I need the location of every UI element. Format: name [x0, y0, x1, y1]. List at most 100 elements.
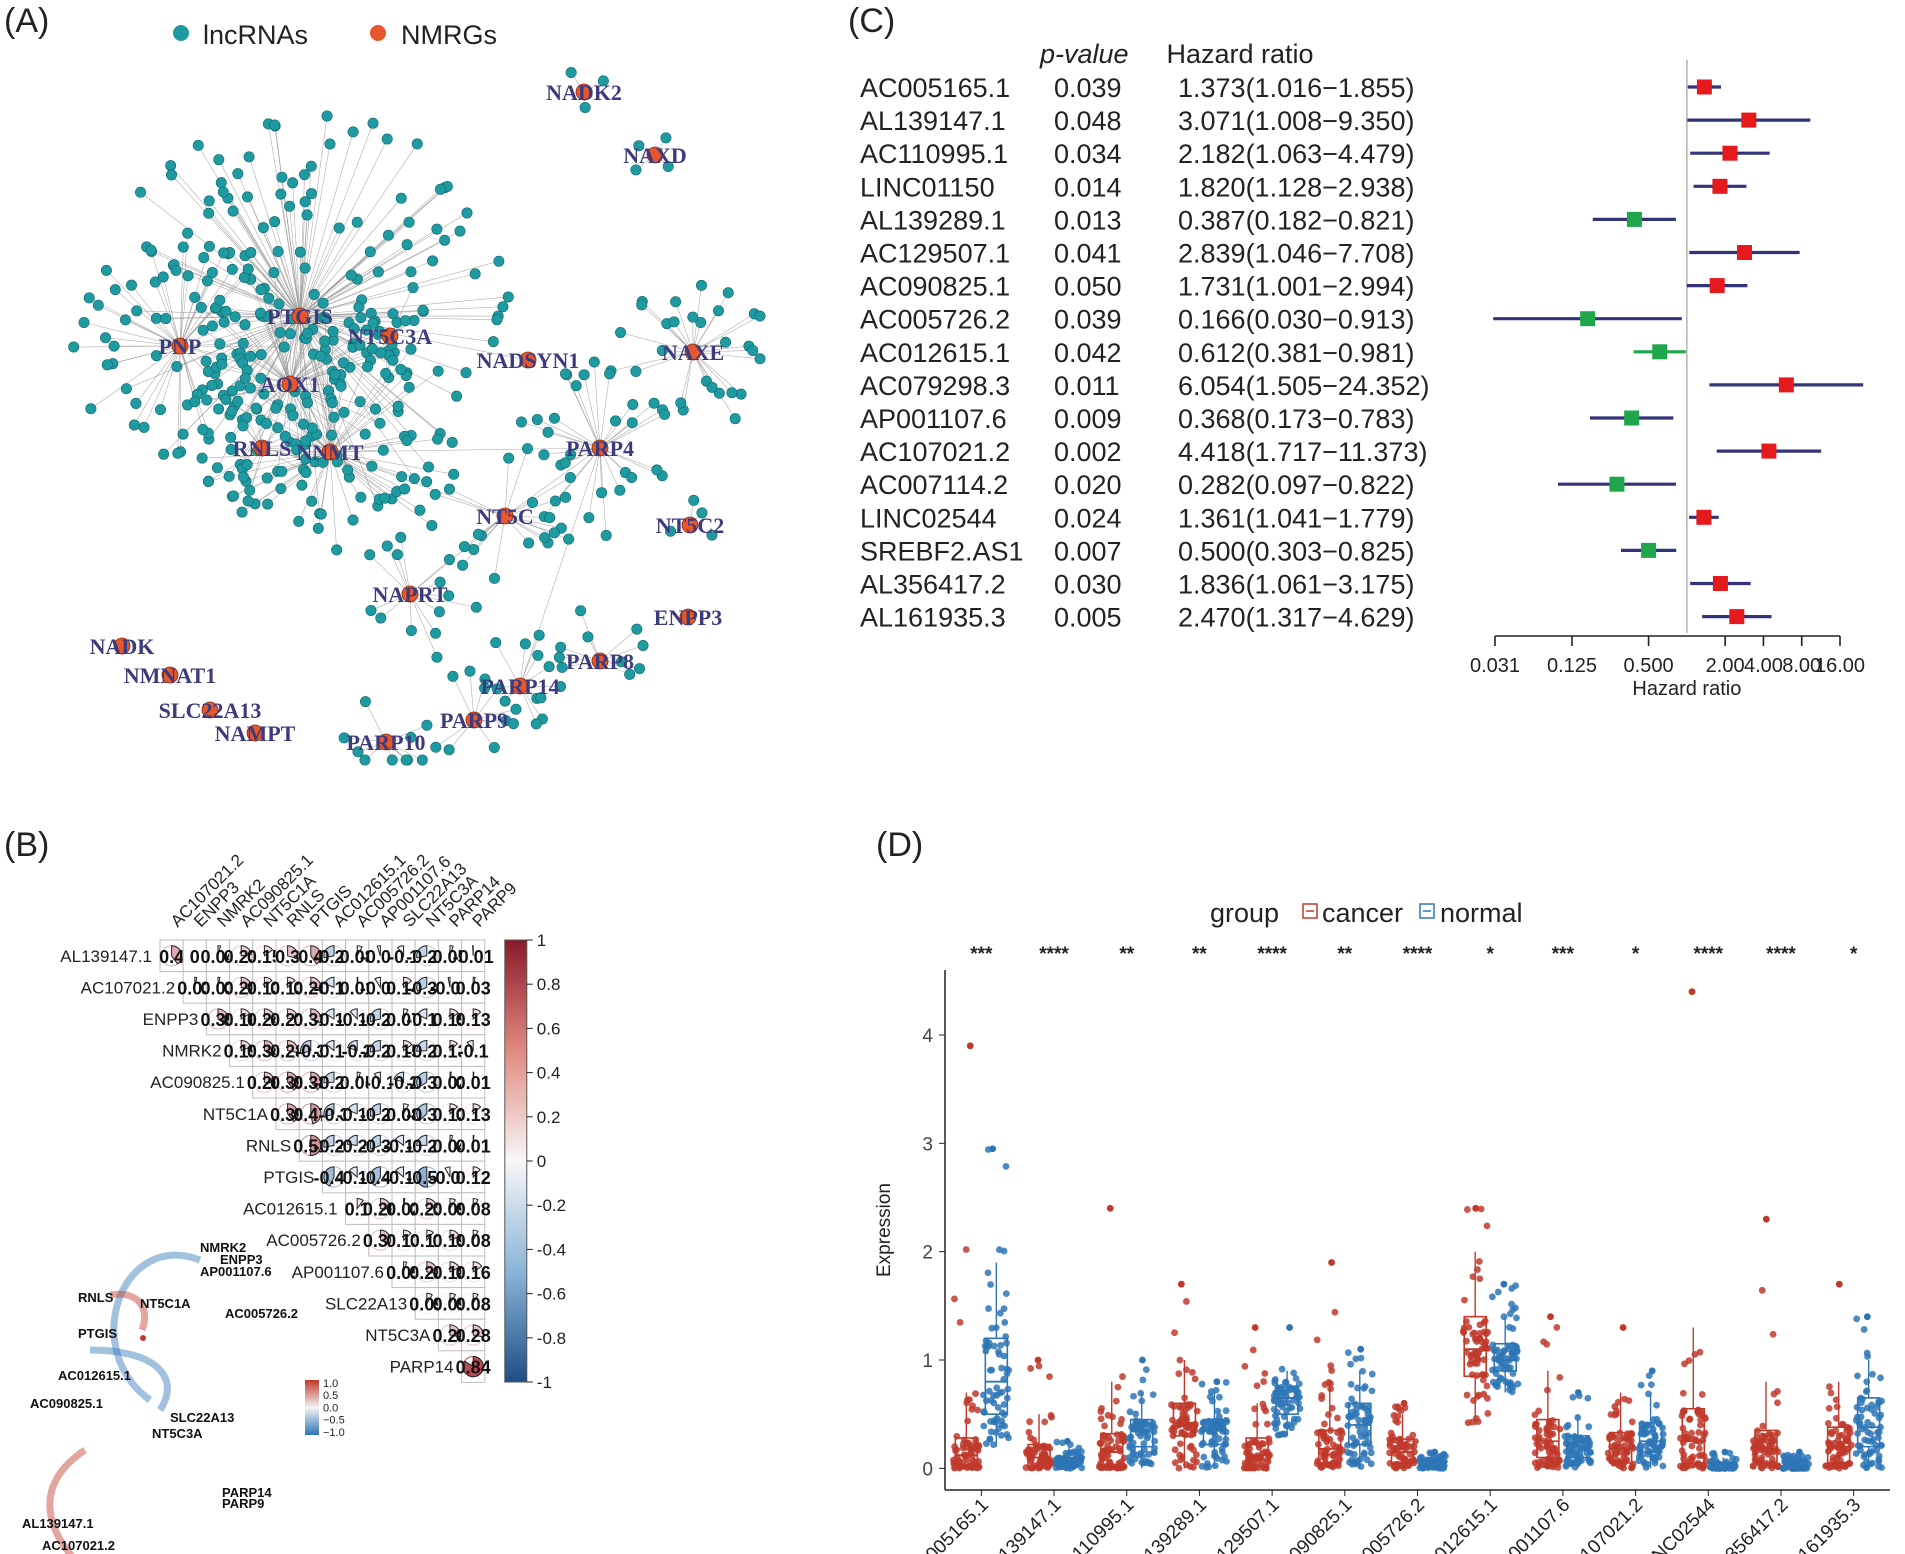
heatmap-row-label: NMRK2 — [162, 1042, 222, 1061]
jitter-point — [1765, 1430, 1773, 1438]
heatmap-value-label: 0.28 — [270, 1042, 305, 1062]
jitter-point — [1863, 1313, 1871, 1321]
heatmap-pie — [287, 1039, 299, 1054]
network-edge — [162, 276, 181, 347]
lncrna-node — [331, 544, 343, 556]
forest-x-tick-label: 0.500 — [1624, 655, 1674, 677]
heatmap-pie — [449, 945, 454, 956]
network-edge — [135, 345, 181, 404]
lncrna-node — [206, 266, 218, 278]
jitter-point — [1648, 1367, 1656, 1375]
jitter-point — [1330, 1452, 1338, 1460]
lncrna-node — [284, 328, 296, 340]
jitter-point — [1347, 1380, 1355, 1388]
network-edge — [299, 315, 494, 342]
jitter-point — [1363, 1456, 1371, 1464]
nmrg-label: NADK2 — [546, 80, 622, 105]
jitter-point — [1142, 1366, 1150, 1374]
jitter-point — [1836, 1450, 1844, 1458]
lncrna-node — [564, 472, 576, 484]
lncrna-node — [352, 746, 364, 758]
forest-p-value: 0.020 — [1054, 470, 1122, 500]
lncrna-node — [278, 341, 290, 353]
jitter-point — [1200, 1453, 1208, 1461]
lncrna-node — [189, 291, 201, 303]
heatmap-pie — [394, 1134, 405, 1147]
lncrna-node — [284, 200, 296, 212]
heatmap-pie — [403, 1039, 413, 1052]
heatmap-pie — [287, 1008, 298, 1020]
network-edge — [220, 182, 301, 317]
jitter-point — [1612, 1450, 1620, 1458]
network-edge — [329, 451, 405, 490]
x-tick-label: AC012615.1 — [1412, 1495, 1502, 1554]
heatmap-pie — [472, 1197, 479, 1209]
colorbar-tick-label: 0.2 — [537, 1108, 561, 1127]
lncrna-node — [364, 246, 376, 258]
jitter-point — [1506, 1310, 1514, 1318]
lncrna-node — [206, 320, 218, 332]
network-edge — [409, 593, 477, 608]
network-edge — [329, 451, 337, 550]
jitter-point — [1585, 1423, 1593, 1431]
heatmap-value-label: 0.03 — [200, 978, 235, 998]
heatmap-pie — [310, 976, 322, 989]
jitter-point — [985, 1305, 992, 1312]
lncrna-node — [633, 663, 645, 675]
lncrna-node — [443, 554, 455, 566]
network-edge — [599, 403, 655, 449]
heatmap-value-label: -0.08 — [429, 1168, 470, 1188]
jitter-point — [1352, 1355, 1360, 1363]
jitter-point — [1563, 1461, 1571, 1469]
nmrg-node — [465, 711, 483, 729]
lncrna-node — [448, 468, 460, 480]
lncrna-node — [279, 430, 291, 442]
inset-node-label: NT5C1A — [140, 1296, 191, 1311]
lncrna-node — [726, 387, 738, 399]
jitter-point — [1729, 1455, 1737, 1462]
lncrna-node — [268, 267, 280, 279]
lncrna-node — [380, 367, 392, 379]
heatmap-value-label: 0.4 — [159, 947, 184, 967]
heatmap-value-label: 0.19 — [224, 1042, 259, 1062]
lncrna-node — [300, 466, 312, 478]
lncrna-node — [331, 456, 343, 468]
heatmap-pie — [403, 1103, 410, 1115]
nmrg-node — [401, 585, 419, 603]
lncrna-node — [722, 287, 734, 299]
jitter-point — [1264, 1420, 1271, 1428]
forest-p-value: 0.034 — [1054, 139, 1122, 169]
network-edge — [294, 391, 331, 453]
nmrg-label: NAXE — [662, 340, 724, 365]
network-edge — [692, 315, 761, 353]
lncrna-node — [301, 327, 313, 339]
lncrna-node — [217, 186, 229, 198]
jitter-point — [1553, 1324, 1561, 1331]
lncrna-node — [359, 696, 371, 708]
lncrna-node — [446, 436, 458, 448]
forest-p-value: 0.013 — [1054, 205, 1122, 235]
jitter-point — [1101, 1432, 1109, 1440]
jitter-point — [1484, 1410, 1492, 1417]
jitter-point — [1171, 1459, 1179, 1467]
forest-p-value: 0.041 — [1054, 239, 1122, 269]
lncrna-node — [101, 359, 113, 371]
jitter-point — [1184, 1424, 1192, 1432]
jitter-point — [1213, 1378, 1221, 1386]
jitter-point — [1494, 1288, 1502, 1296]
jitter-point — [1476, 1275, 1484, 1283]
lncrna-node — [237, 337, 249, 349]
jitter-point — [1686, 1415, 1694, 1423]
jitter-point — [1320, 1453, 1327, 1461]
heatmap-value-label: 0.28 — [432, 1326, 467, 1346]
lncrna-node — [515, 416, 527, 428]
jitter-point — [1695, 1429, 1703, 1436]
lncrna-node — [630, 164, 642, 176]
jitter-point — [996, 1246, 1003, 1254]
jitter-point — [1689, 1453, 1697, 1461]
jitter-point — [1361, 1383, 1369, 1390]
jitter-point — [1279, 1403, 1286, 1411]
heatmap-value-label: 0.01 — [456, 1136, 491, 1156]
network-edge — [504, 447, 601, 517]
lncrna-node — [405, 266, 417, 278]
